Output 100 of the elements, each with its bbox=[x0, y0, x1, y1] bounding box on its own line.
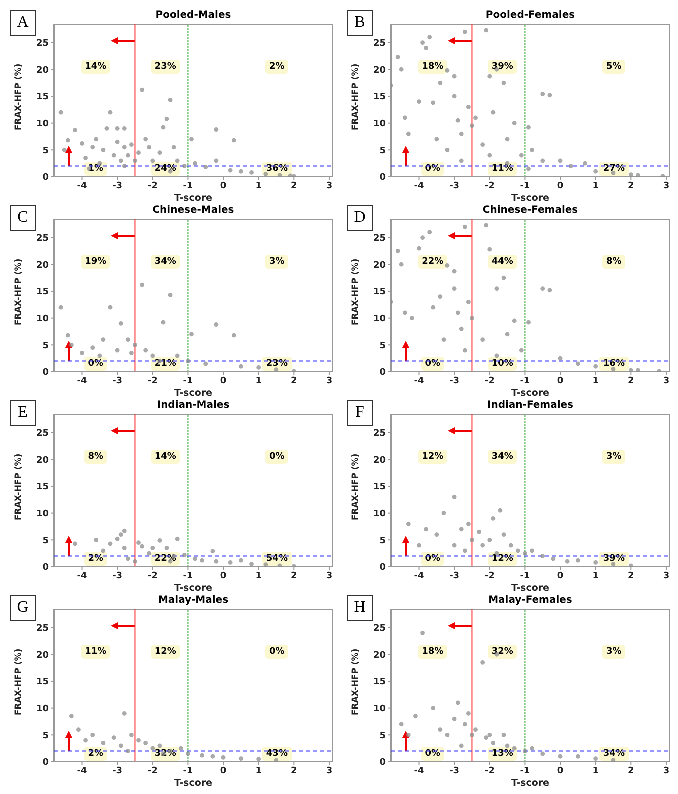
annotation: 12% bbox=[418, 450, 448, 464]
y-tick-label: 5 bbox=[380, 536, 386, 546]
x-tick-label: -3 bbox=[112, 571, 123, 582]
y-tick-label: 10 bbox=[373, 704, 386, 715]
point bbox=[98, 354, 102, 358]
y-tick-label: 10 bbox=[36, 510, 49, 520]
x-tick-label: 3 bbox=[663, 766, 670, 776]
point bbox=[438, 294, 443, 300]
point bbox=[594, 756, 598, 761]
y-tick-label: 15 bbox=[36, 678, 49, 688]
x-tick-label: 0 bbox=[557, 376, 564, 386]
point bbox=[484, 736, 489, 740]
x-tick-label: -1 bbox=[183, 181, 194, 192]
point bbox=[158, 150, 162, 156]
x-axis-title: T-score bbox=[512, 778, 550, 789]
x-tick-label: -3 bbox=[112, 181, 123, 192]
y-tick-label: 5 bbox=[380, 731, 386, 742]
y-tick-label: 15 bbox=[373, 678, 386, 688]
point bbox=[136, 540, 141, 546]
point bbox=[172, 145, 176, 150]
text: A bbox=[10, 10, 36, 36]
y-tick-label: 10 bbox=[373, 120, 386, 130]
x-tick-label: 0 bbox=[557, 181, 564, 192]
point bbox=[459, 744, 464, 748]
x-tick-label: 2 bbox=[628, 571, 634, 582]
point bbox=[488, 732, 492, 738]
point bbox=[431, 100, 436, 106]
point bbox=[238, 756, 244, 761]
annotation: 24% bbox=[150, 162, 180, 176]
x-tick-label: -4 bbox=[77, 766, 88, 776]
annotation: 43% bbox=[262, 747, 292, 762]
x-tick-label: 3 bbox=[326, 376, 333, 386]
point bbox=[526, 320, 531, 325]
annotation: 19% bbox=[81, 254, 111, 269]
y-axis-title: FRAX-HFP (%) bbox=[14, 648, 24, 716]
point bbox=[628, 564, 634, 567]
point bbox=[551, 556, 556, 562]
point bbox=[112, 736, 116, 740]
annotation: 34% bbox=[599, 747, 629, 762]
text: E bbox=[10, 400, 36, 426]
x-tick-label: 3 bbox=[326, 571, 333, 582]
annotation: 8% bbox=[84, 450, 108, 464]
x-axis-title: T-score bbox=[512, 388, 550, 399]
point bbox=[126, 556, 130, 562]
point bbox=[462, 722, 468, 727]
point bbox=[396, 249, 400, 254]
point bbox=[466, 522, 471, 526]
y-tick-label: 25 bbox=[36, 624, 49, 634]
y-tick-label: 25 bbox=[36, 234, 49, 244]
point bbox=[445, 148, 450, 152]
point bbox=[118, 532, 124, 537]
x-tick-label: -2 bbox=[148, 571, 158, 582]
point bbox=[548, 93, 552, 98]
point bbox=[200, 558, 205, 563]
annotation: 39% bbox=[599, 552, 629, 566]
x-tick-label: -4 bbox=[77, 571, 88, 582]
point bbox=[122, 528, 127, 534]
y-tick-label: 15 bbox=[36, 482, 49, 493]
point bbox=[628, 368, 634, 372]
y-tick-label: 10 bbox=[36, 120, 49, 130]
point bbox=[101, 741, 106, 746]
y-tick-label: 25 bbox=[373, 624, 386, 634]
y-tick-label: 5 bbox=[380, 341, 386, 352]
y-tick-label: 20 bbox=[373, 260, 386, 271]
point bbox=[396, 55, 400, 60]
y-tick-label: 20 bbox=[36, 650, 49, 661]
point bbox=[474, 116, 478, 120]
text: F bbox=[347, 400, 373, 426]
annotation: 12% bbox=[488, 552, 518, 566]
point bbox=[101, 148, 106, 152]
point bbox=[406, 132, 411, 136]
point bbox=[480, 142, 486, 147]
annotation: 0% bbox=[266, 450, 289, 464]
y-axis-title: FRAX-HFP (%) bbox=[351, 258, 362, 326]
point bbox=[484, 223, 489, 228]
point bbox=[250, 170, 254, 175]
point bbox=[445, 732, 450, 738]
point bbox=[228, 560, 233, 565]
x-tick-label: 2 bbox=[628, 766, 634, 776]
point bbox=[66, 333, 70, 338]
chart-title: Pooled-Females bbox=[484, 10, 576, 21]
point bbox=[264, 172, 268, 177]
y-tick-label: 20 bbox=[36, 456, 49, 466]
x-tick-label: 3 bbox=[663, 376, 670, 386]
point bbox=[274, 368, 279, 372]
y-tick-label: 25 bbox=[36, 428, 49, 439]
point bbox=[118, 158, 124, 164]
point bbox=[84, 738, 88, 743]
point bbox=[58, 110, 64, 115]
point bbox=[158, 744, 162, 748]
point bbox=[480, 338, 486, 342]
point bbox=[406, 732, 411, 738]
point bbox=[512, 318, 517, 324]
point bbox=[147, 145, 152, 150]
annotation: 32% bbox=[150, 747, 180, 762]
y-tick-label: 20 bbox=[36, 260, 49, 271]
point bbox=[466, 105, 471, 110]
point bbox=[136, 150, 141, 156]
x-tick-label: 0 bbox=[220, 376, 227, 386]
point bbox=[133, 158, 138, 164]
